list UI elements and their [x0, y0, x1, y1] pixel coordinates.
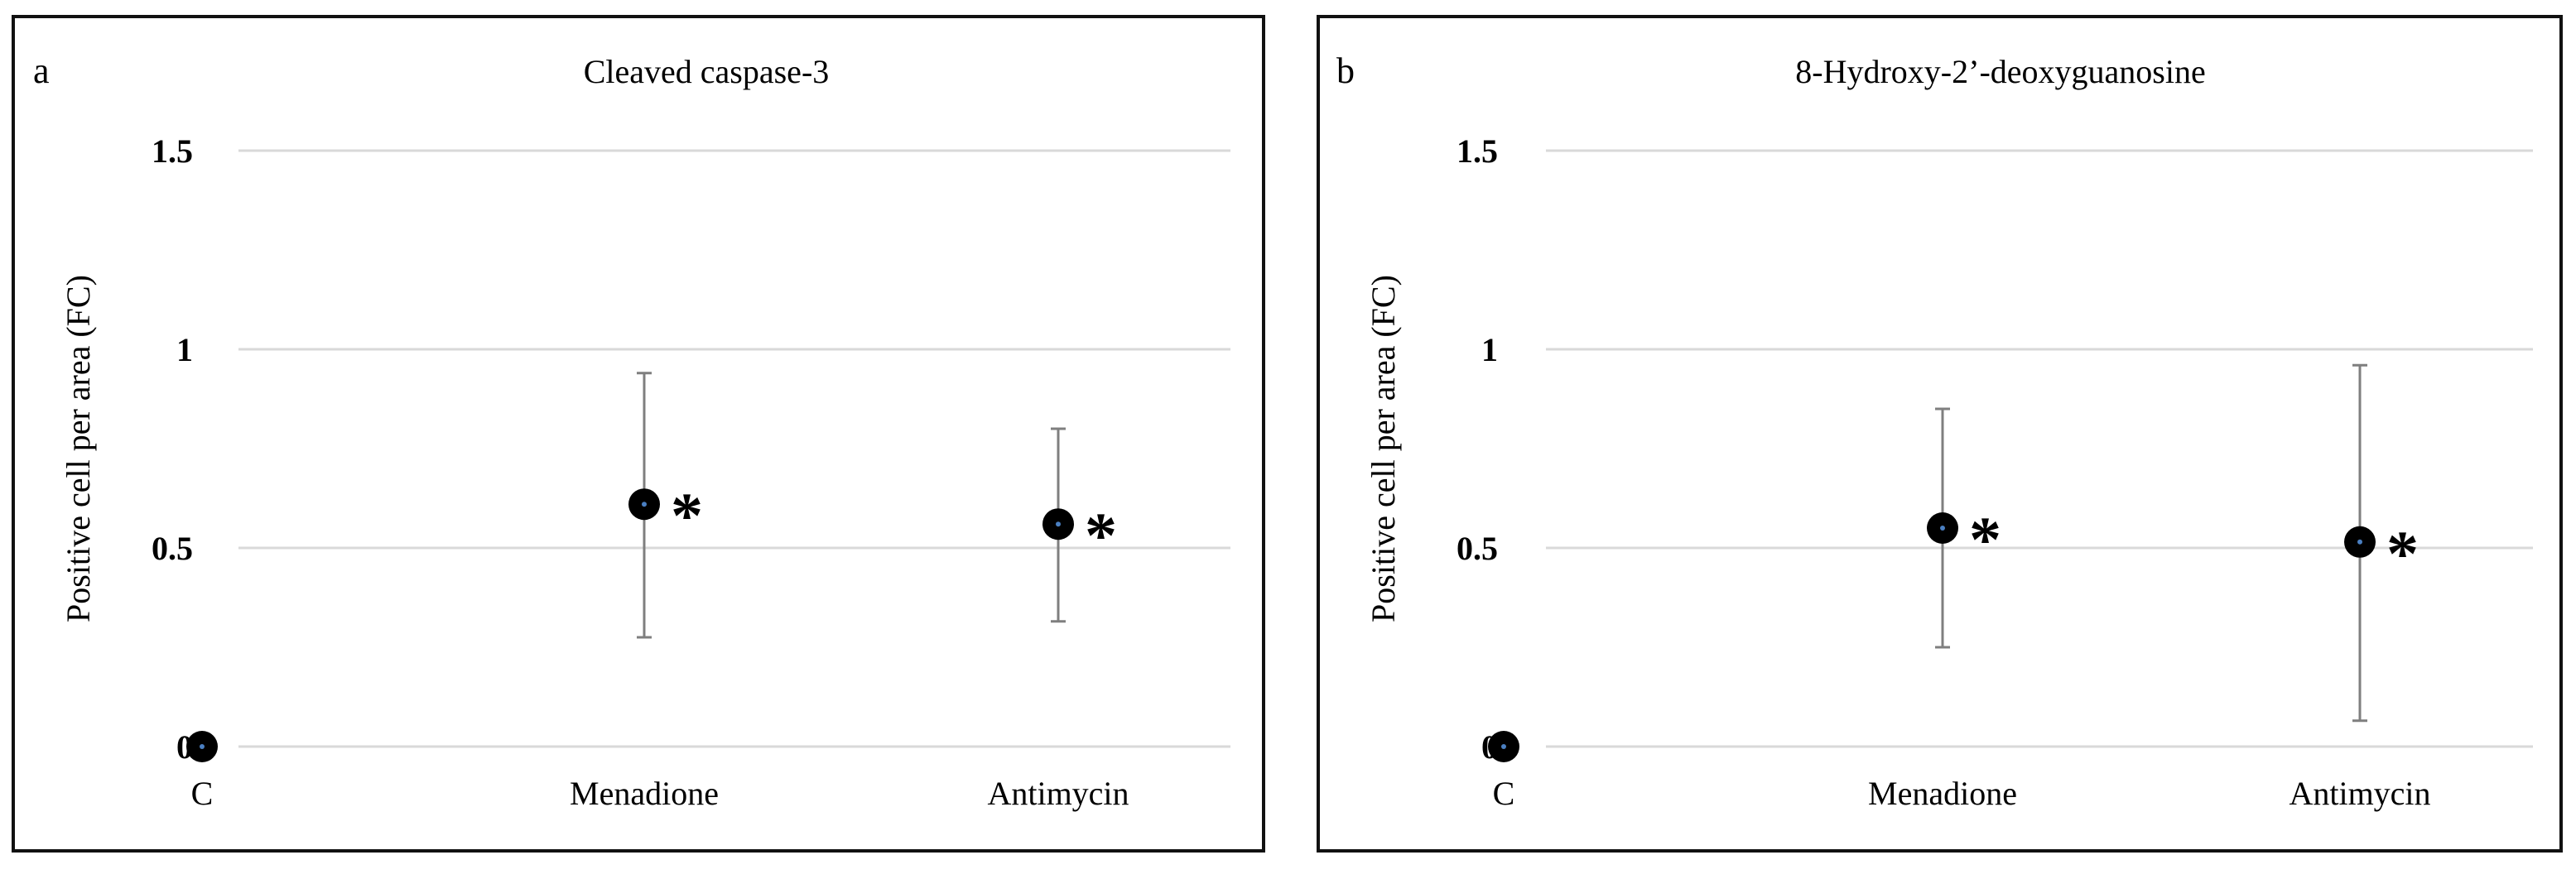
chart-b-category-label: C [1493, 775, 1515, 812]
chart-b-data-point-center [2357, 539, 2362, 545]
chart-a-ylabel: Positive cell per area (FC) [60, 275, 97, 622]
chart-b-category-label: Antimycin [2289, 775, 2430, 812]
chart-a-ytick-label: 0.5 [152, 530, 193, 567]
chart-b-significance-mark: * [1969, 503, 2001, 575]
chart-b-panel-letter: b [1336, 50, 1355, 91]
chart-a-category-label: C [191, 775, 214, 812]
chart-panel-b: b 8-Hydroxy-2’-deoxyguanosine Positive cel… [1317, 15, 2563, 853]
chart-a-title: Cleaved caspase-3 [584, 53, 830, 90]
chart-a-data-point-center [1056, 521, 1061, 527]
chart-panel-a: a Cleaved caspase-3 Positive cell per area… [12, 15, 1265, 853]
chart-b-ylabel: Positive cell per area (FC) [1365, 275, 1402, 622]
chart-b-plot: b 8-Hydroxy-2’-deoxyguanosine Positive cel… [1336, 50, 2533, 812]
chart-a-category-label: Antimycin [987, 775, 1129, 812]
chart-b-category-label: Menadione [1868, 775, 2017, 812]
chart-b-ytick-label: 1 [1481, 331, 1498, 368]
chart-a-plot: a Cleaved caspase-3 Positive cell per area… [33, 50, 1230, 812]
chart-b-ytick-label: 1.5 [1457, 132, 1498, 170]
chart-a-ytick-label: 1 [176, 331, 193, 368]
chart-a-significance-mark: * [1085, 499, 1117, 571]
chart-a-data-point-center [200, 744, 205, 749]
chart-b-significance-mark: * [2386, 517, 2419, 589]
chart-b-ytick-label: 0.5 [1457, 530, 1498, 567]
chart-a-ytick-label: 1.5 [152, 132, 193, 170]
chart-b-data-point-center [1940, 526, 1945, 531]
chart-a-data-point-center [642, 502, 647, 507]
chart-a-significance-mark: * [671, 479, 703, 551]
chart-a-category-label: Menadione [570, 775, 719, 812]
chart-a-panel-letter: a [33, 50, 50, 91]
chart-b-title: 8-Hydroxy-2’-deoxyguanosine [1795, 53, 2205, 90]
chart-b-data-point-center [1501, 744, 1506, 749]
chart-a-ytick-label: 0 [176, 728, 193, 766]
